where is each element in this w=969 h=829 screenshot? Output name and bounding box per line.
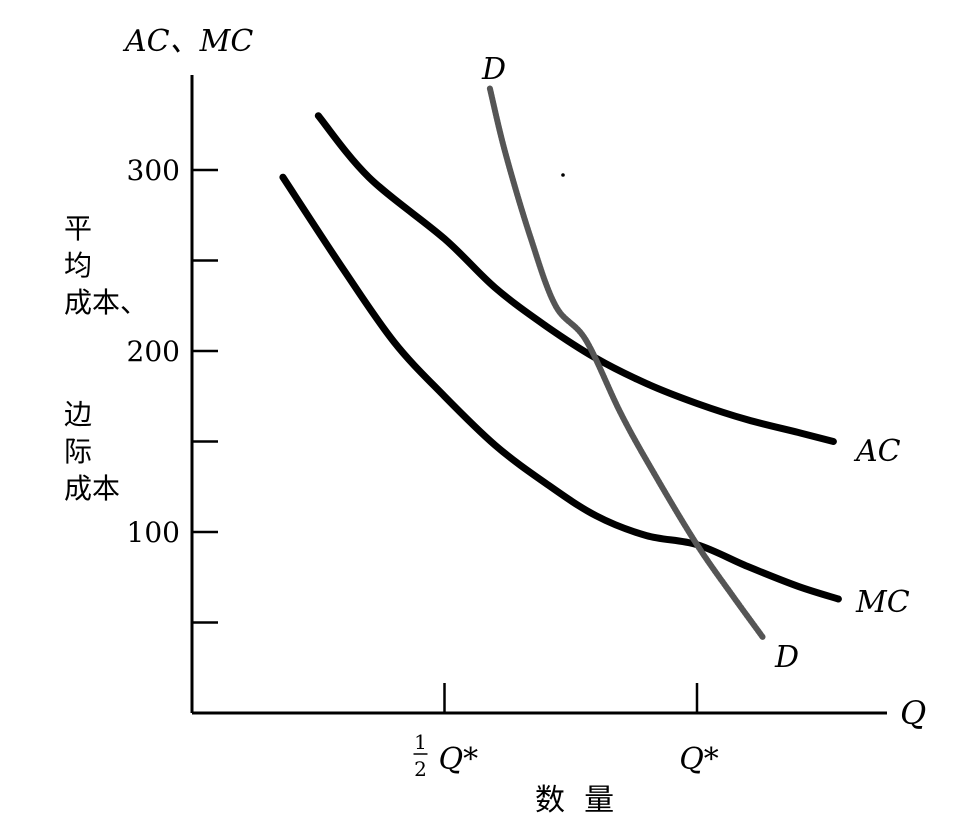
x-tick-label: Q*	[439, 742, 479, 777]
curves	[279, 85, 842, 640]
x-axis-symbol: Q	[900, 694, 926, 732]
mc-curve-label: MC	[855, 585, 910, 620]
speck	[561, 173, 565, 177]
demand-curve-label-bottom: D	[774, 640, 799, 675]
side-label-part: 平	[64, 212, 92, 245]
x-axis-title: 数 量	[535, 783, 614, 818]
demand-curve-label-top: D	[481, 52, 506, 87]
side-label-part: 成本	[64, 472, 120, 505]
ac-curve-label: AC	[853, 434, 901, 469]
y-tick-label: 300	[127, 154, 180, 187]
y-ticks: 100 200 300	[127, 154, 218, 624]
y-axis-side-label: 平 均 成本、 边 际 成本	[64, 212, 148, 505]
y-tick-label: 200	[127, 335, 180, 368]
x-tick-frac-denominator: 2	[414, 757, 427, 781]
side-label-part: 边	[64, 398, 92, 431]
y-tick-label: 100	[127, 516, 180, 549]
side-label-part: 际	[64, 435, 92, 468]
side-label-part: 成本、	[64, 286, 148, 319]
y-axis-title: AC、MC	[122, 24, 253, 59]
ac-curve	[314, 112, 837, 445]
x-ticks: 1 2 Q* Q*	[413, 683, 719, 781]
d-curve	[486, 85, 766, 640]
x-tick-frac-numerator: 1	[414, 730, 427, 754]
side-label-part: 均	[64, 249, 92, 282]
x-tick-label: Q*	[679, 742, 719, 777]
mc-curve	[279, 173, 842, 603]
